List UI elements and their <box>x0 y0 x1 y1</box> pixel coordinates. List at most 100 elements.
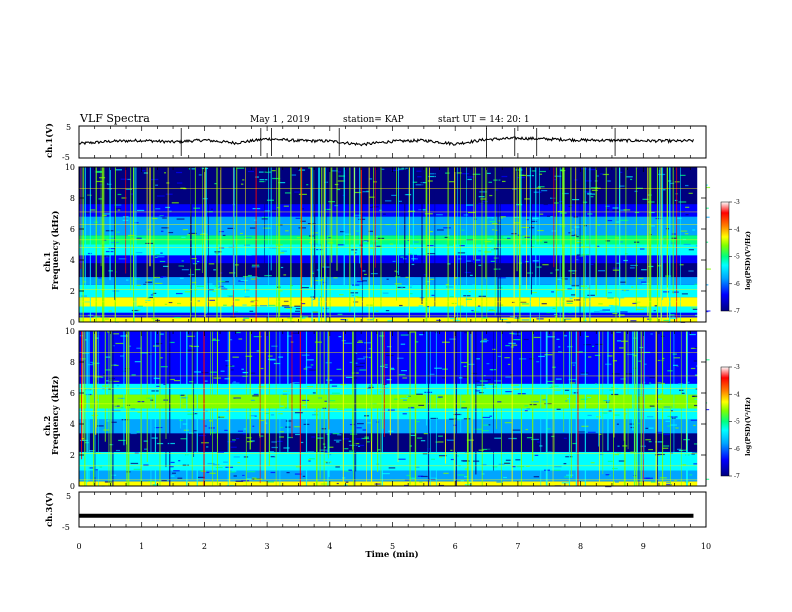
spectrogram-speckle <box>364 273 367 276</box>
spectrogram-speckle <box>291 227 294 229</box>
spectrogram-speckle <box>512 429 521 431</box>
spectrogram-speckle <box>143 469 149 471</box>
spectrogram-speckle <box>397 466 405 468</box>
spectrogram-speckle <box>616 331 622 333</box>
spectrogram-speckle <box>557 278 566 280</box>
spectrogram-speckle <box>448 181 455 183</box>
spectrogram-speckle <box>243 289 250 291</box>
spectrogram-speckle <box>576 351 583 353</box>
spectrogram-speckle <box>224 378 230 380</box>
spectrogram-speckle <box>130 432 137 435</box>
spectrogram-speckle <box>108 310 112 312</box>
spectrogram-speckle <box>676 448 682 450</box>
spectrogram-speckle <box>648 427 654 429</box>
spectrogram-speckle <box>270 471 276 474</box>
spectrogram-speckle <box>218 280 226 283</box>
spectrogram-speckle <box>174 316 181 319</box>
spectrogram-speckle <box>106 420 110 422</box>
spectrogram-speckle <box>90 361 95 364</box>
spectrogram-speckle <box>133 278 141 280</box>
spectrogram-speckle <box>582 201 588 203</box>
time-axis-tick-label: 1 <box>139 542 144 551</box>
spectrogram-speckle <box>162 462 167 464</box>
spectrogram-speckle <box>671 316 675 318</box>
spectrogram-speckle <box>258 275 261 277</box>
spectrogram-speckle <box>209 371 217 373</box>
spectrogram-speckle <box>471 215 475 217</box>
spectrogram-speckle <box>408 407 415 409</box>
spectrogram-speckle <box>462 460 470 462</box>
spectrogram-speckle <box>417 475 424 477</box>
spectrogram-speckle <box>377 449 381 451</box>
spectrogram-speckle <box>497 220 501 222</box>
spectrogram-speckle <box>280 473 289 476</box>
spectrogram-speckle <box>474 380 480 382</box>
spectrogram-speckle <box>345 279 354 282</box>
spectrogram-speckle <box>159 260 166 263</box>
spectrogram-speckle <box>583 344 592 346</box>
spectrogram-speckle <box>285 307 292 310</box>
spectrogram-speckle <box>403 385 407 388</box>
spectrogram-speckle <box>87 252 92 255</box>
spectrogram-speckle <box>164 303 168 305</box>
spectrogram-speckle <box>362 270 366 272</box>
spectrogram-speckle <box>429 373 435 375</box>
ch3-ytick-top: 5 <box>66 492 71 501</box>
spectrogram-speckle <box>445 172 450 174</box>
spectrogram-speckle <box>449 229 454 231</box>
spectrogram-speckle <box>280 426 283 429</box>
spectrogram-speckle <box>489 415 493 417</box>
spectrogram-speckle <box>497 401 502 403</box>
start-time-label: start UT = 14: 20: 1 <box>438 115 530 125</box>
spectrogram-speckle <box>576 241 582 244</box>
spectrogram-speckle <box>542 264 549 266</box>
spectrogram-speckle <box>279 290 283 292</box>
spectrogram-speckle <box>354 442 360 445</box>
spectrogram-speckle <box>137 305 143 307</box>
spectrogram-speckle <box>386 346 392 348</box>
spectrogram-speckle <box>179 419 184 421</box>
spectrogram-speckle <box>538 193 542 196</box>
time-axis-tick-label: 8 <box>578 542 583 551</box>
spectrogram-speckle <box>111 364 119 367</box>
spectrogram-speckle <box>148 296 153 299</box>
spectrogram-speckle <box>151 318 159 320</box>
spectrogram-speckle <box>294 426 301 428</box>
spectrogram-speckle <box>298 193 307 195</box>
spectrogram-speckle <box>302 475 306 477</box>
spectrogram-speckle <box>691 307 697 309</box>
spectrogram-speckle <box>89 209 96 211</box>
spectrogram-speckle <box>495 189 499 191</box>
spectrogram-speckle <box>113 380 120 382</box>
spectrogram-band <box>79 394 706 409</box>
spectrogram-speckle <box>127 234 136 237</box>
spectrogram-band <box>79 306 706 313</box>
spectrogram-speckle <box>342 438 350 440</box>
spectrogram-speckle <box>160 215 165 218</box>
spectrogram-speckle <box>546 253 554 255</box>
spectrogram-speckle <box>233 456 240 458</box>
spectrogram-speckle <box>294 227 298 229</box>
spectrogram-speckle <box>301 354 310 356</box>
spectrogram-speckle <box>558 346 561 348</box>
spectrogram-speckle <box>602 412 609 414</box>
spectrogram-speckle <box>429 278 435 280</box>
spectrogram-speckle <box>259 419 264 422</box>
spectrogram-speckle <box>136 347 141 349</box>
spectrogram-speckle <box>651 267 655 269</box>
spectrogram-speckle <box>207 359 211 361</box>
spectrogram-speckle <box>154 282 163 284</box>
spectrogram-speckle <box>531 401 539 403</box>
spectrogram-speckle <box>171 472 176 474</box>
spectrogram-speckle <box>598 303 603 305</box>
spectrogram-speckle <box>363 342 372 344</box>
spectrogram-speckle <box>493 257 499 259</box>
spectrogram-speckle <box>600 173 604 175</box>
spectrogram-speckle <box>182 464 189 466</box>
spectrogram-speckle <box>284 407 289 409</box>
spectrogram-speckle <box>121 423 125 425</box>
spectrogram-speckle <box>196 392 203 394</box>
spectrogram-speckle <box>604 340 610 342</box>
spectrogram-speckle <box>283 447 290 449</box>
spectrogram-speckle <box>577 241 582 243</box>
